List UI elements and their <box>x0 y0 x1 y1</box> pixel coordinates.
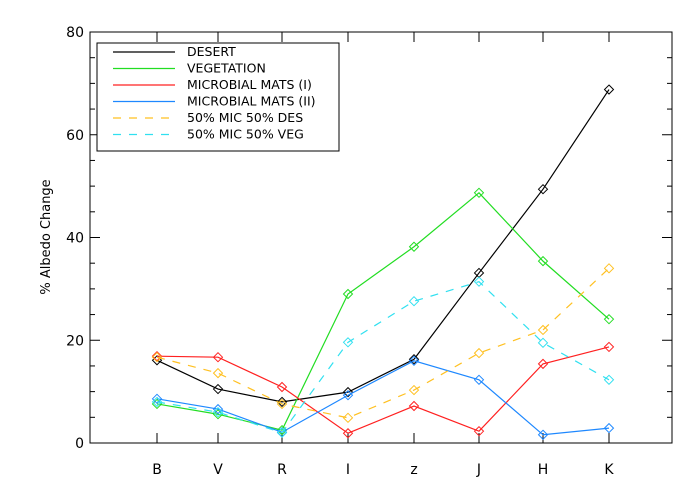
x-tick-label: J <box>476 462 481 478</box>
series-50-mic-50-veg <box>151 276 615 438</box>
data-point-marker <box>212 406 224 418</box>
x-tick-label: K <box>604 462 614 478</box>
data-point-marker <box>537 358 549 370</box>
y-tick-label: 20 <box>66 333 84 349</box>
data-point-marker <box>537 324 549 336</box>
legend-label: VEGETATION <box>187 61 266 76</box>
data-point-marker <box>212 351 224 363</box>
data-point-marker <box>342 390 354 401</box>
series-line <box>156 281 610 434</box>
legend-label: MICROBIAL MATS (II) <box>187 94 316 109</box>
data-point-marker <box>408 384 420 396</box>
data-point-marker <box>276 396 288 408</box>
legend-label: 50% MIC 50% VEG <box>187 127 304 142</box>
data-point-marker <box>603 263 615 274</box>
data-point-marker <box>151 393 163 405</box>
data-point-marker <box>537 337 549 349</box>
x-tick-label: I <box>346 462 350 478</box>
data-point-marker <box>342 428 354 439</box>
data-point-marker <box>408 400 420 412</box>
series-microbial-mats-i- <box>151 341 615 439</box>
series-line <box>156 267 610 419</box>
data-point-marker <box>603 313 615 325</box>
data-point-marker <box>276 398 288 410</box>
legend-label: DESERT <box>187 44 236 59</box>
data-point-marker <box>151 350 163 362</box>
data-point-marker <box>212 367 224 379</box>
y-axis-label: % Albedo Change <box>39 179 54 294</box>
data-point-marker <box>342 386 354 398</box>
data-point-marker <box>276 381 288 393</box>
legend-box <box>96 42 340 152</box>
data-point-marker <box>603 374 615 386</box>
y-tick-label: 40 <box>66 231 84 247</box>
x-tick-label: V <box>213 462 223 478</box>
series-line <box>156 346 610 434</box>
data-point-marker <box>473 425 485 437</box>
legend-label: MICROBIAL MATS (I) <box>187 77 312 92</box>
data-point-marker <box>408 241 420 252</box>
data-point-marker <box>473 187 485 199</box>
data-point-marker <box>151 351 163 363</box>
x-tick-label: z <box>410 462 417 478</box>
series-line <box>156 360 610 436</box>
data-point-marker <box>342 337 354 348</box>
data-point-marker <box>408 355 420 367</box>
y-tick-label: 0 <box>75 436 84 452</box>
data-point-marker <box>537 255 549 267</box>
x-tick-label: R <box>277 462 287 478</box>
legend-label: 50% MIC 50% DES <box>187 110 303 125</box>
series-desert <box>151 84 615 408</box>
data-point-marker <box>276 427 288 438</box>
data-point-marker <box>603 341 615 353</box>
data-point-marker <box>473 347 485 359</box>
series-50-mic-50-des <box>151 263 615 424</box>
data-point-marker <box>342 412 354 424</box>
data-point-marker <box>603 84 615 95</box>
series-microbial-mats-ii- <box>151 355 615 440</box>
data-point-marker <box>603 422 615 434</box>
x-tick-label: B <box>152 462 162 478</box>
y-tick-label: 80 <box>66 25 84 41</box>
data-point-marker <box>342 288 354 300</box>
data-point-marker <box>212 403 224 415</box>
y-tick-label: 60 <box>66 128 84 144</box>
data-point-marker <box>537 429 549 440</box>
data-point-marker <box>212 383 224 395</box>
series-line <box>156 89 610 403</box>
series-line <box>156 191 610 431</box>
data-point-marker <box>537 184 549 195</box>
x-tick-label: H <box>538 462 549 478</box>
series-vegetation <box>151 187 615 436</box>
data-point-marker <box>473 276 485 287</box>
data-point-marker <box>408 295 420 307</box>
data-point-marker <box>473 374 485 386</box>
data-point-marker <box>408 354 420 365</box>
data-point-marker <box>151 396 163 408</box>
